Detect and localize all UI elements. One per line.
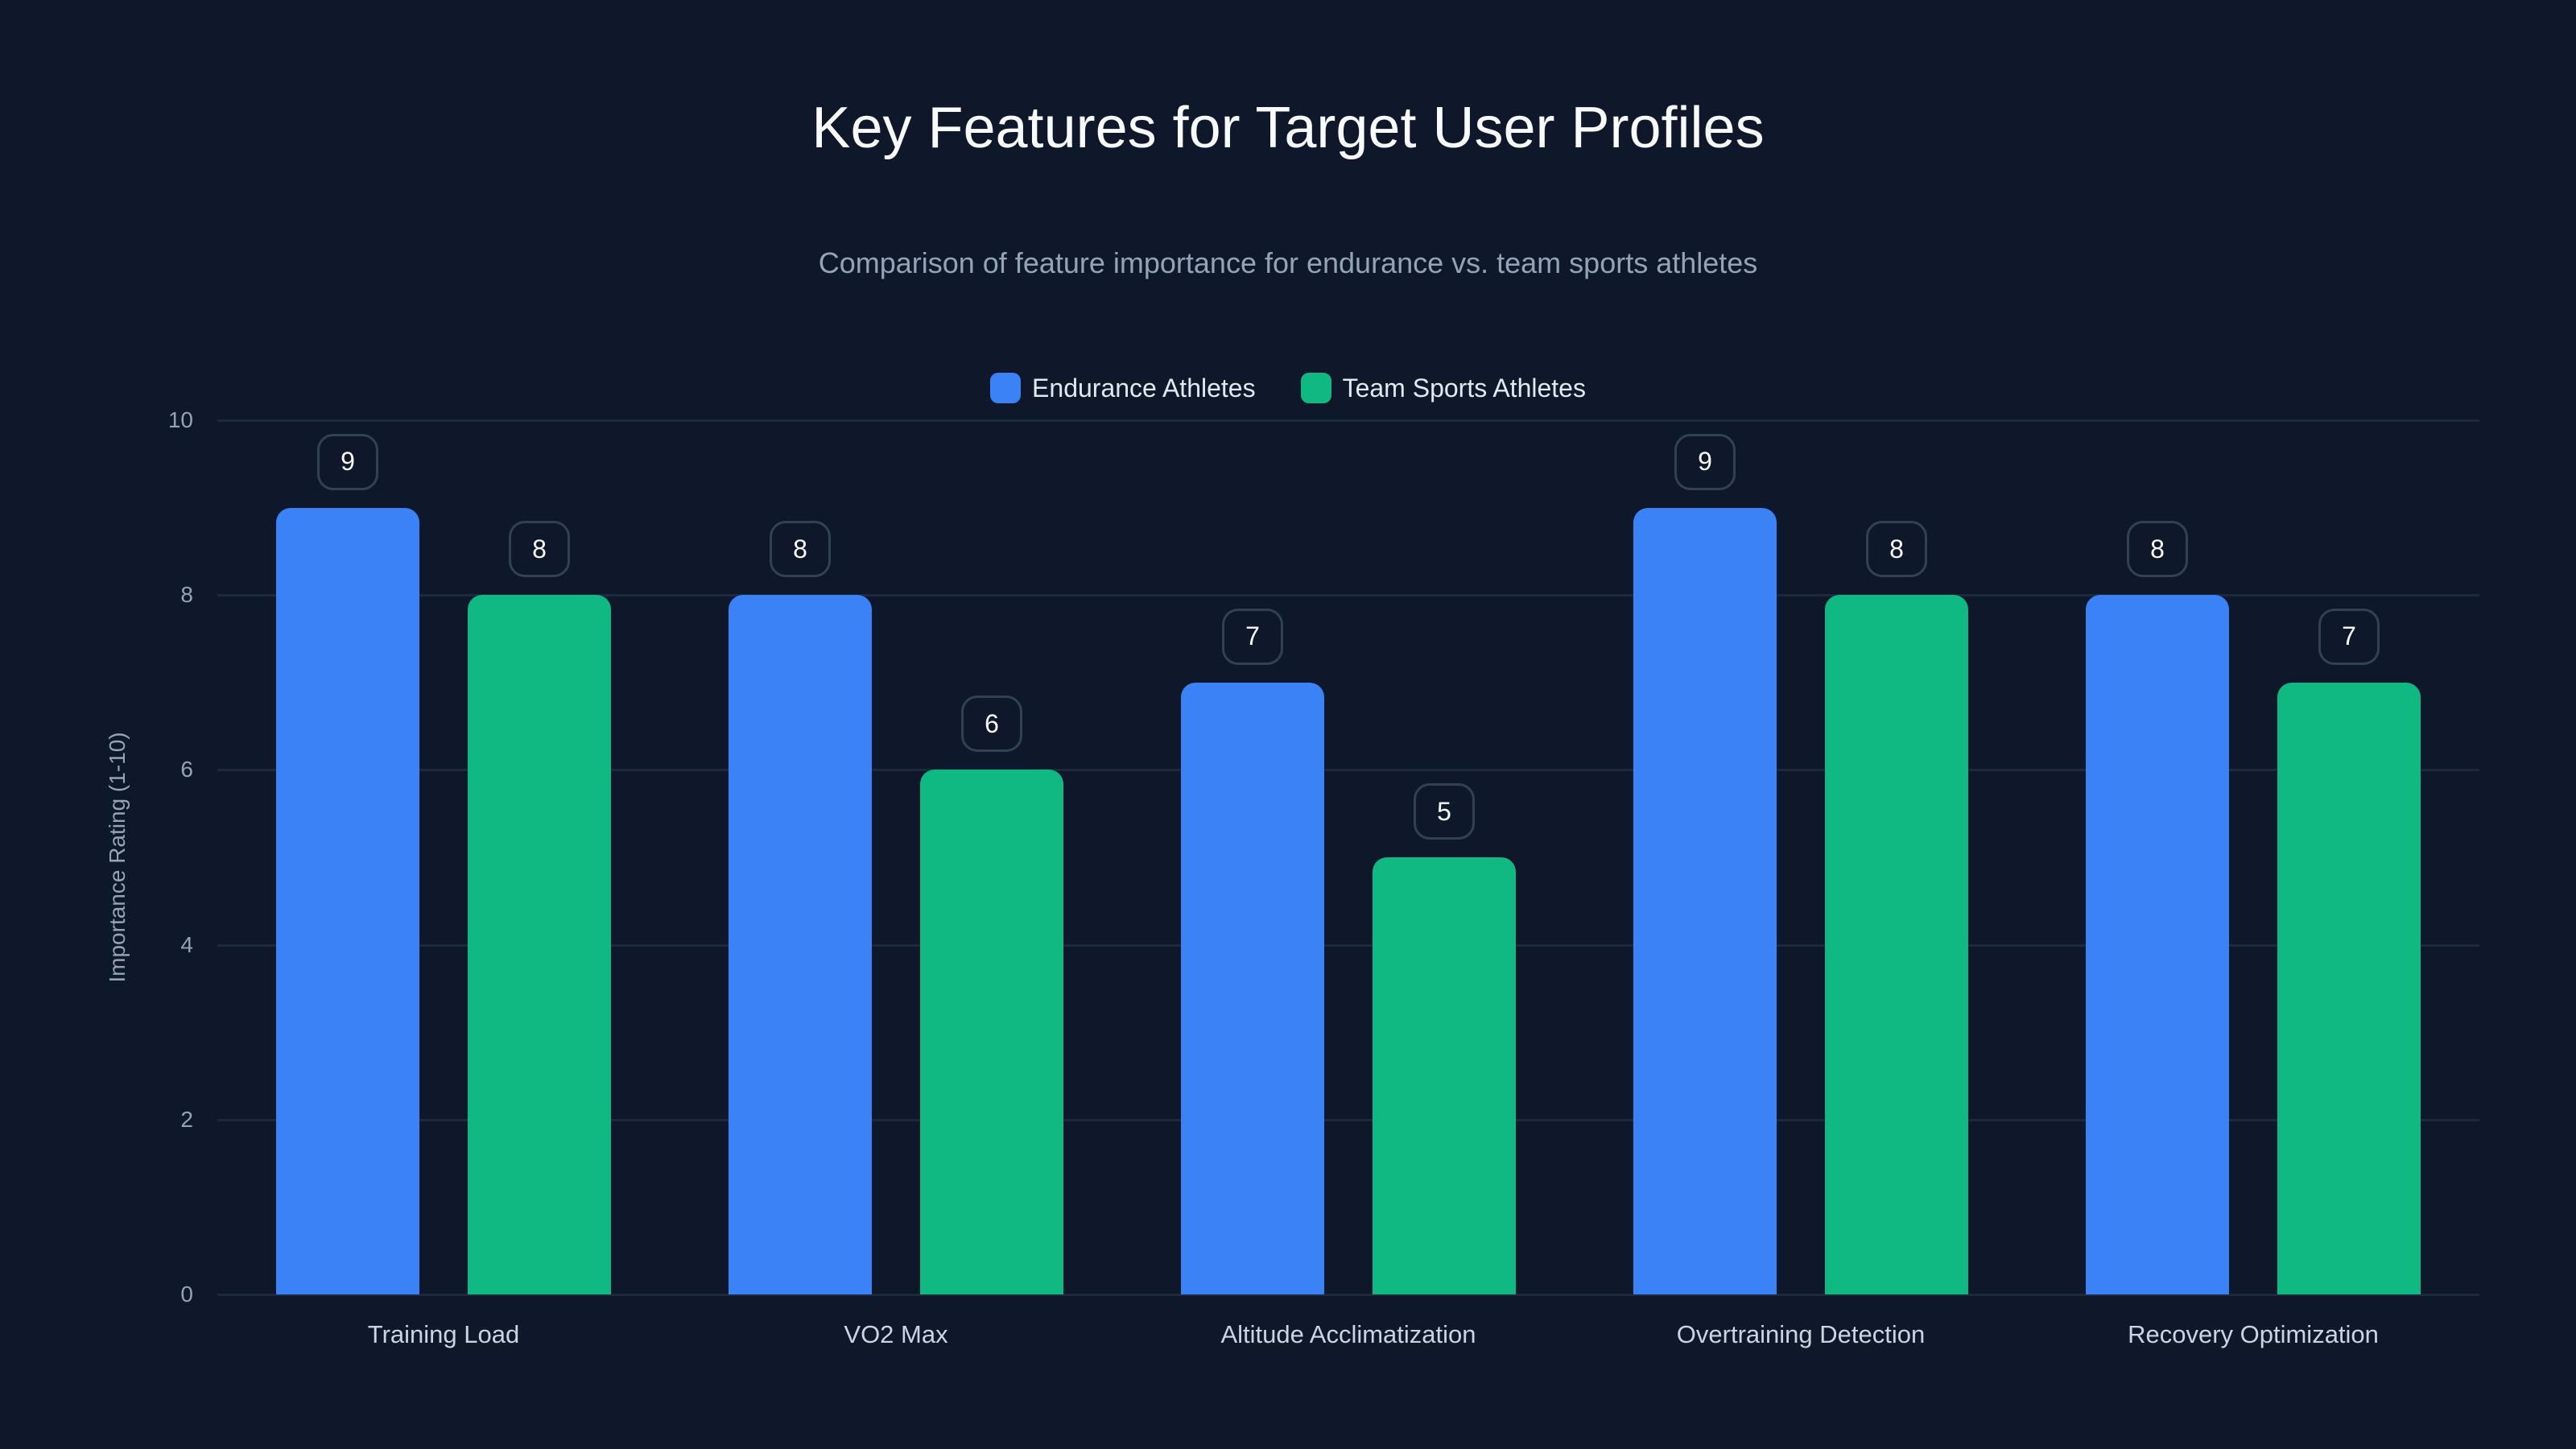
bar-value-label: 9 xyxy=(317,433,378,490)
bar-endurance[interactable] xyxy=(729,595,872,1294)
bar-value-label: 8 xyxy=(2127,521,2188,578)
bar-team-sports[interactable] xyxy=(468,595,611,1294)
gridline xyxy=(217,419,2479,422)
bar-endurance[interactable] xyxy=(1181,682,1324,1294)
x-tick-label: VO2 Max xyxy=(844,1320,948,1348)
gridline xyxy=(217,1294,2479,1296)
gridline xyxy=(217,769,2479,772)
y-tick-label: 2 xyxy=(180,1106,193,1132)
y-tick-label: 6 xyxy=(180,757,193,782)
bar-value-label: 9 xyxy=(1674,433,1736,490)
legend: Endurance Athletes Team Sports Athletes xyxy=(0,373,2576,403)
gridline xyxy=(217,594,2479,597)
bar-endurance[interactable] xyxy=(1633,507,1777,1294)
bar-team-sports[interactable] xyxy=(1825,595,1968,1294)
bar-value-label: 7 xyxy=(1222,608,1283,665)
legend-item-endurance[interactable]: Endurance Athletes xyxy=(990,373,1256,403)
bar-team-sports[interactable] xyxy=(1373,857,1516,1294)
bar-team-sports[interactable] xyxy=(920,770,1063,1294)
x-tick-label: Training Load xyxy=(367,1320,520,1348)
legend-label: Endurance Athletes xyxy=(1032,373,1256,402)
bar-value-label: 5 xyxy=(1414,783,1475,840)
bar-value-label: 6 xyxy=(961,696,1022,753)
chart-subtitle: Comparison of feature importance for end… xyxy=(818,246,1758,279)
legend-swatch-endurance-icon xyxy=(990,373,1022,403)
legend-label: Team Sports Athletes xyxy=(1342,373,1586,402)
legend-swatch-team-sports-icon xyxy=(1300,373,1331,403)
y-tick-label: 4 xyxy=(180,931,193,957)
gridline xyxy=(217,943,2479,947)
bar-value-label: 8 xyxy=(1866,521,1927,578)
plot-area: 9 8 8 6 7 5 9 8 8 7 xyxy=(217,419,2479,1296)
bar-value-label: 7 xyxy=(2318,608,2380,665)
legend-item-team-sports[interactable]: Team Sports Athletes xyxy=(1300,373,1586,403)
chart-title: Key Features for Target User Profiles xyxy=(811,96,1765,160)
bar-value-label: 8 xyxy=(770,521,831,578)
x-tick-label: Recovery Optimization xyxy=(2128,1320,2379,1348)
x-tick-label: Overtraining Detection xyxy=(1676,1320,1926,1348)
bar-endurance[interactable] xyxy=(2086,595,2229,1294)
y-tick-label: 0 xyxy=(180,1282,193,1307)
gridline xyxy=(217,1118,2479,1121)
bar-value-label: 8 xyxy=(509,521,570,578)
x-tick-label: Altitude Acclimatization xyxy=(1220,1320,1476,1348)
y-tick-label: 10 xyxy=(167,407,193,432)
bar-endurance[interactable] xyxy=(276,507,419,1294)
bar-team-sports[interactable] xyxy=(2277,682,2421,1294)
y-tick-label: 8 xyxy=(180,582,193,608)
